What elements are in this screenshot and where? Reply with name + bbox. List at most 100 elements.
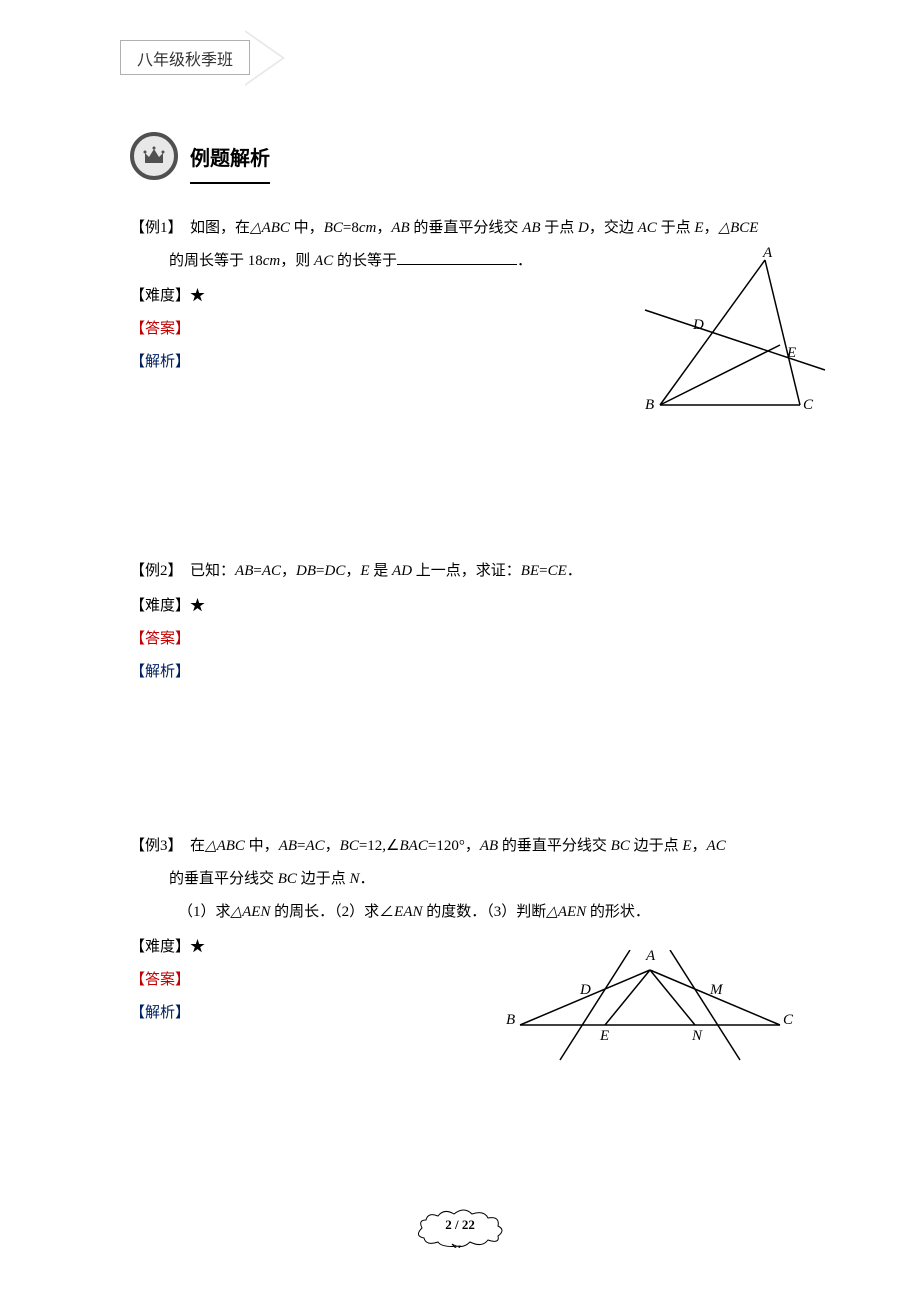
t: BC bbox=[278, 871, 297, 887]
t: 中， bbox=[245, 838, 279, 854]
problem-body: 【例2】 已知：AB=AC，DB=DC，E 是 AD 上一点，求证：BE=CE． bbox=[130, 555, 810, 588]
section-header: 例题解析 bbox=[130, 132, 270, 180]
problem-body: 【例3】 在△ABC 中，AB=AC，BC=12,∠BAC=120°，AB 的垂… bbox=[130, 830, 810, 929]
lbl: N bbox=[692, 1028, 702, 1045]
problem-2: 【例2】 已知：AB=AC，DB=DC，E 是 AD 上一点，求证：BE=CE．… bbox=[130, 555, 810, 689]
lbl: B bbox=[645, 397, 654, 414]
t: 的垂直平分线交 bbox=[498, 838, 611, 854]
t: N bbox=[349, 871, 359, 887]
t: ， bbox=[692, 838, 707, 854]
grade-banner: 八年级秋季班 bbox=[120, 30, 310, 85]
t: AEN bbox=[242, 904, 270, 920]
t: AC bbox=[262, 563, 281, 579]
t: ，交边 bbox=[589, 220, 638, 236]
t: ． bbox=[359, 871, 374, 887]
problem-label: 【例1】 bbox=[130, 220, 183, 236]
lbl: E bbox=[787, 345, 796, 362]
banner-label: 八年级秋季班 bbox=[120, 40, 250, 75]
t: BC bbox=[324, 220, 343, 236]
t: △ bbox=[250, 220, 262, 236]
t: 的度数．（3）判断 bbox=[423, 904, 547, 920]
t: =8 bbox=[343, 220, 359, 236]
t: DC bbox=[324, 563, 345, 579]
t: ABC bbox=[217, 838, 245, 854]
t: BAC bbox=[400, 838, 428, 854]
t: AB bbox=[235, 563, 253, 579]
crown-icon bbox=[130, 132, 178, 180]
lbl: B bbox=[506, 1012, 515, 1029]
t: 的长等于 bbox=[333, 253, 397, 269]
t: AC bbox=[314, 253, 333, 269]
t: =120°， bbox=[428, 838, 480, 854]
t: =12,∠ bbox=[359, 838, 400, 854]
problem-label: 【例3】 bbox=[130, 838, 183, 854]
t: CE bbox=[548, 563, 567, 579]
lbl: C bbox=[783, 1012, 793, 1029]
t: D bbox=[578, 220, 589, 236]
t: ． bbox=[517, 253, 532, 269]
t: ， bbox=[281, 563, 296, 579]
t: （1）求 bbox=[178, 904, 231, 920]
t: △ bbox=[205, 838, 217, 854]
t: AB bbox=[279, 838, 297, 854]
t: AB bbox=[522, 220, 540, 236]
t: 在 bbox=[190, 838, 205, 854]
t: 边于点 bbox=[630, 838, 683, 854]
t: △ bbox=[231, 904, 243, 920]
t: 上一点，求证： bbox=[412, 563, 521, 579]
t: △ bbox=[546, 904, 558, 920]
lbl: M bbox=[710, 982, 723, 999]
figure-3: A B C D M E N bbox=[500, 950, 800, 1075]
line3: （1）求△AEN 的周长．（2）求∠EAN 的度数．（3）判断△AEN 的形状． bbox=[130, 896, 810, 929]
t: 已知： bbox=[190, 563, 235, 579]
lbl: D bbox=[580, 982, 591, 999]
t: cm bbox=[359, 220, 377, 236]
lbl: C bbox=[803, 397, 813, 414]
difficulty: 【难度】★ bbox=[130, 590, 810, 623]
lbl: E bbox=[600, 1028, 609, 1045]
t: AC bbox=[638, 220, 657, 236]
answer: 【答案】 bbox=[130, 623, 810, 656]
line2: 的垂直平分线交 BC 边于点 N． bbox=[130, 863, 810, 896]
t: E bbox=[682, 838, 691, 854]
section-title: 例题解析 bbox=[190, 142, 270, 171]
t: ，则 bbox=[280, 253, 314, 269]
t: 于点 bbox=[541, 220, 579, 236]
t: ． bbox=[567, 563, 582, 579]
page-number-cloud: 2 / 22 bbox=[410, 1208, 510, 1242]
t: E bbox=[360, 563, 369, 579]
t: AC bbox=[707, 838, 726, 854]
t: cm bbox=[263, 253, 281, 269]
figure-1: A B C D E bbox=[615, 255, 835, 430]
t: 中， bbox=[290, 220, 324, 236]
page-total: 22 bbox=[462, 1217, 475, 1232]
blank bbox=[397, 250, 517, 265]
t: = bbox=[539, 563, 547, 579]
t: ABC bbox=[262, 220, 290, 236]
t: AC bbox=[305, 838, 324, 854]
t: 的垂直平分线交 bbox=[169, 871, 278, 887]
arrow-shape bbox=[245, 30, 285, 86]
t: 的周长等于 18 bbox=[169, 253, 263, 269]
t: 于点 bbox=[657, 220, 695, 236]
t: DB bbox=[296, 563, 316, 579]
t: ， bbox=[345, 563, 360, 579]
t: ， bbox=[704, 220, 719, 236]
t: BCE bbox=[730, 220, 758, 236]
t: ， bbox=[376, 220, 391, 236]
lbl: D bbox=[693, 317, 704, 334]
t: = bbox=[253, 563, 261, 579]
t: 是 bbox=[370, 563, 393, 579]
t: BC bbox=[340, 838, 359, 854]
t: 的垂直平分线交 bbox=[410, 220, 523, 236]
problem-label: 【例2】 bbox=[130, 563, 183, 579]
t: EAN bbox=[394, 904, 422, 920]
t: AEN bbox=[558, 904, 586, 920]
page-footer: 2 / 22 bbox=[0, 1208, 920, 1242]
t: △ bbox=[719, 220, 731, 236]
lbl: A bbox=[763, 245, 772, 262]
t: ， bbox=[325, 838, 340, 854]
t: 的周长．（2）求∠ bbox=[270, 904, 394, 920]
t: 的形状． bbox=[586, 904, 650, 920]
t: AB bbox=[480, 838, 498, 854]
